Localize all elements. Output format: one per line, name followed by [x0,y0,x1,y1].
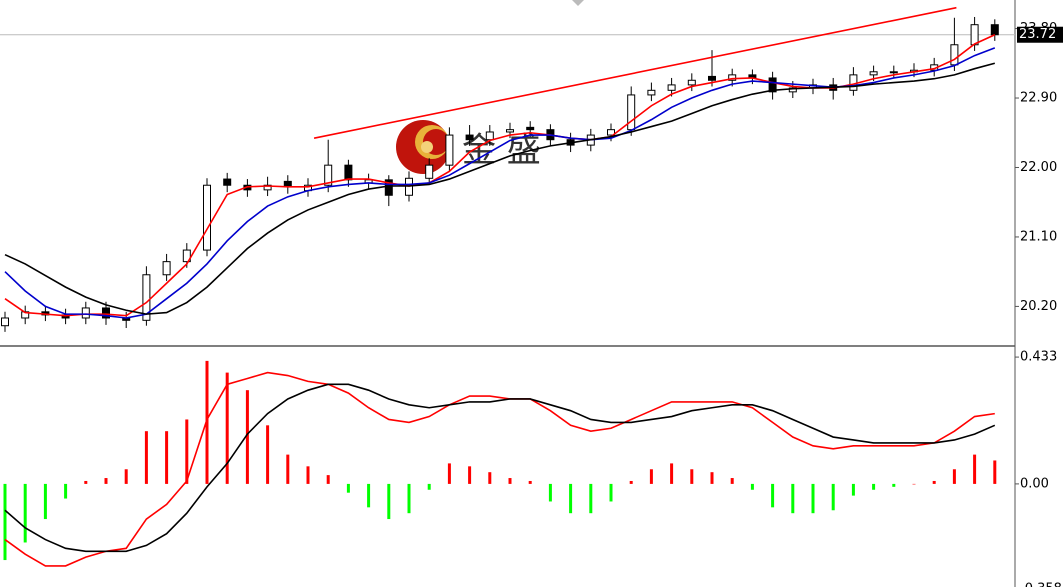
candle-body [182,249,191,263]
histogram-bar [649,469,653,484]
histogram-bar [447,463,451,484]
histogram-bar [165,431,169,484]
histogram-bar [407,483,411,514]
watermark-logo [396,120,450,174]
candle-body [667,84,676,91]
candle-body [384,179,393,196]
histogram-bar [23,483,27,543]
histogram-bar [488,472,492,484]
candle-body [950,44,959,66]
histogram-bar [508,478,512,484]
candle-body [203,184,211,251]
histogram-bar [326,475,330,484]
histogram-bar [629,480,633,484]
histogram-bar [346,483,350,493]
candle-body [869,71,878,76]
histogram-bar [892,483,896,487]
candle-body [465,134,474,141]
histogram-bar [831,483,835,511]
y-tick-label: 21.10 [1020,229,1057,244]
histogram-bar [266,425,270,484]
histogram-bar [811,483,815,514]
candle-body [162,261,171,276]
y-tick-label: 0.433 [1020,350,1057,365]
candle-body [647,89,656,96]
candle-body [990,24,999,36]
histogram-bar [528,480,532,484]
histogram-bar [973,454,977,484]
histogram-bar [427,483,431,490]
current-price-box [1017,26,1063,43]
candle-body [102,307,110,319]
indicator-line [4,371,995,567]
period-marker [572,0,584,6]
histogram-bar [185,419,189,484]
indicator-line [4,62,996,315]
histogram-bar [245,390,249,484]
candle-body [889,71,898,74]
candle-body [768,77,777,93]
candle-body [526,126,535,131]
histogram-bar [306,466,310,484]
trendline [313,6,957,139]
candle-body [849,74,858,91]
histogram-bar [569,483,573,514]
histogram-bar [144,431,148,484]
histogram-bar [791,483,795,514]
candle-body [607,129,615,136]
histogram-bar [670,463,674,484]
histogram-bar [589,483,593,514]
histogram-bar [548,483,552,502]
histogram-bar [851,483,855,496]
candle-body [506,129,514,133]
histogram-bar [43,483,47,520]
histogram-bar [750,483,754,490]
candle-body [1,317,9,327]
histogram-bar [64,483,68,499]
candle-body [142,274,151,321]
histogram-bar [912,483,916,485]
histogram-bar [225,372,229,484]
histogram-bar [690,469,694,484]
histogram-bar [367,483,371,508]
histogram-bar [609,483,613,502]
candle-body [728,74,737,81]
candle-body [324,164,333,186]
y-tick-label: 22.00 [1020,160,1057,175]
candle-body [344,164,353,181]
y-tick-label: 0.00 [1020,476,1049,491]
histogram-bar [104,478,108,484]
histogram-bar [771,483,775,508]
candle-body [970,24,979,46]
candle-body [425,164,434,179]
current-price-label: 23.72 [1019,27,1056,42]
histogram-bar [993,460,997,484]
histogram-bar [468,466,472,484]
histogram-bar [3,483,7,561]
histogram-bar [124,469,128,484]
histogram-bar [932,480,936,484]
candle-body [687,79,696,86]
candle-body [223,178,232,186]
candle-body [627,94,636,131]
indicator-line [4,383,996,553]
histogram-bar [710,472,714,484]
histogram-bar [872,483,876,490]
candle-body [81,307,90,319]
candle-body [708,75,716,81]
histogram-bar [387,483,391,520]
histogram-bar [205,360,209,484]
candle-body [445,134,454,166]
histogram-bar [84,480,88,484]
histogram-bar [952,469,956,484]
y-tick-label: -0.358 [1020,581,1062,587]
candle-body [485,131,494,141]
y-tick-label: 22.90 [1020,91,1057,106]
histogram-bar [730,478,734,484]
y-tick-label: 20.20 [1020,299,1057,314]
histogram-bar [286,454,290,484]
